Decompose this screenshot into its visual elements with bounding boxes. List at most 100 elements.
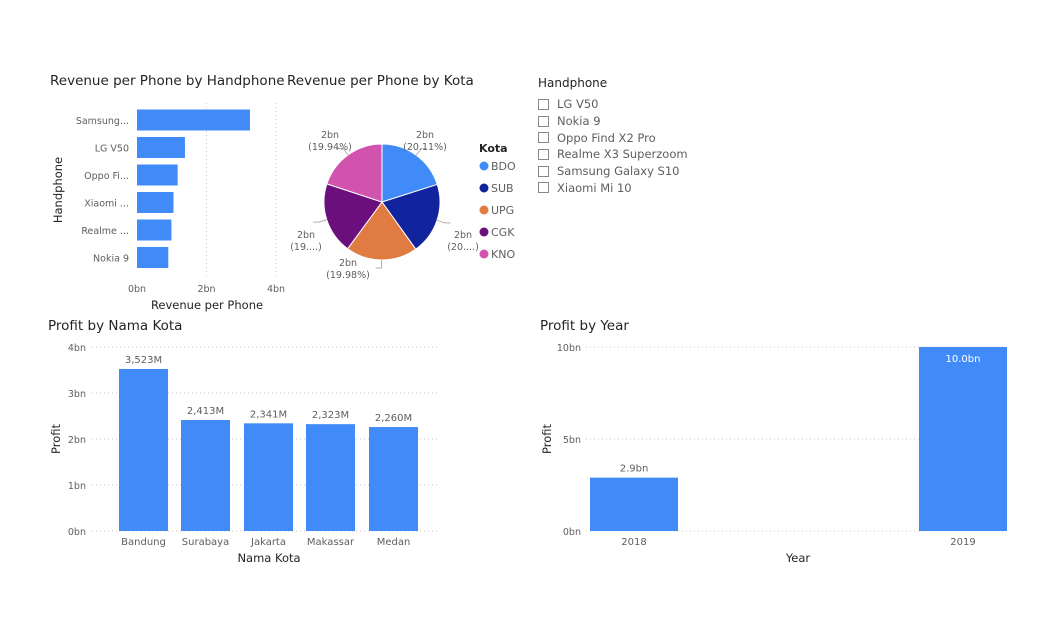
pie-data-label: 2bn: [454, 230, 472, 241]
bar: [137, 219, 172, 241]
slicer-item-label: LG V50: [557, 97, 599, 112]
checkbox[interactable]: [538, 182, 549, 194]
pie-data-label: (19.94%): [308, 142, 352, 153]
y-tick-label: 0bn: [563, 527, 581, 538]
y-tick-label: 2bn: [68, 435, 86, 446]
bar: [137, 164, 178, 186]
legend-marker: [479, 249, 489, 259]
y-axis-label: Handphone: [51, 157, 65, 223]
pie-slice: [346, 201, 417, 261]
checkbox[interactable]: [538, 165, 549, 177]
x-tick-label: Jakarta: [250, 537, 286, 548]
bar: [119, 368, 168, 531]
slicer-item[interactable]: Realme X3 Superzoom: [538, 146, 688, 163]
x-axis-label: Nama Kota: [237, 551, 300, 565]
y-tick-label: 1bn: [68, 481, 86, 492]
pie-data-label: (20.11%): [403, 142, 447, 153]
y-tick-label: LG V50: [95, 144, 129, 155]
slicer-title: Handphone: [538, 76, 608, 90]
legend-marker: [479, 161, 489, 171]
pie-data-label: (19.98%): [326, 270, 370, 281]
pie-data-label: 2bn: [321, 130, 339, 141]
legend-label: SUB: [491, 182, 514, 195]
slicer-item[interactable]: LG V50: [538, 96, 688, 113]
slicer-item[interactable]: Nokia 9: [538, 113, 688, 130]
pie-slice: [323, 183, 383, 250]
data-label: 10.0bn: [946, 354, 981, 365]
handphone-slicer: Handphone LG V50 Nokia 9 Oppo Find X2 Pro R…: [538, 76, 688, 196]
x-tick-label: 2019: [950, 537, 975, 548]
data-label: 2,260M: [375, 413, 412, 424]
bar: [244, 423, 293, 531]
slicer-item[interactable]: Xiaomi Mi 10: [538, 179, 688, 196]
legend-marker: [479, 205, 489, 215]
title-profit-year: Profit by Year: [540, 318, 629, 334]
y-tick-label: Nokia 9: [93, 254, 129, 265]
bar: [137, 137, 185, 158]
x-tick-label: Surabaya: [182, 537, 229, 548]
bar: [137, 192, 174, 213]
checkbox[interactable]: [538, 98, 549, 110]
checkbox[interactable]: [538, 115, 549, 127]
y-tick-label: 0bn: [68, 527, 86, 538]
y-tick-label: 5bn: [563, 435, 581, 446]
checkbox[interactable]: [538, 148, 549, 160]
legend-label: CGK: [491, 226, 515, 239]
y-tick-label: 4bn: [68, 343, 86, 354]
slicer-item-label: Nokia 9: [557, 114, 601, 129]
x-tick-label: 4bn: [267, 284, 285, 295]
x-axis-label: Year: [785, 551, 811, 565]
pie-slice: [381, 183, 441, 250]
data-label: 2.9bn: [620, 464, 649, 475]
y-tick-label: 3bn: [68, 389, 86, 400]
y-tick-label: Oppo Fi...: [84, 171, 129, 182]
x-tick-label: 0bn: [128, 284, 146, 295]
leader-line: [436, 219, 451, 224]
legend-marker: [479, 183, 489, 193]
data-label: 3,523M: [125, 355, 162, 366]
x-tick-label: 2bn: [197, 284, 215, 295]
x-axis-label: Revenue per Phone: [151, 298, 263, 312]
y-tick-label: 10bn: [557, 343, 581, 354]
slicer-item[interactable]: Samsung Galaxy S10: [538, 163, 688, 180]
leader-line: [337, 148, 349, 156]
slicer-item-label: Oppo Find X2 Pro: [557, 130, 656, 145]
y-axis-label: Profit: [49, 424, 63, 454]
pie-slice: [326, 143, 383, 203]
pie-data-label: (19....): [290, 242, 322, 253]
legend-label: KNO: [491, 248, 515, 261]
pie-data-label: 2bn: [297, 230, 315, 241]
bar: [137, 109, 250, 131]
x-tick-label: 2018: [621, 537, 646, 548]
slicer-item[interactable]: Oppo Find X2 Pro: [538, 129, 688, 146]
title-profit-kota: Profit by Nama Kota: [48, 318, 183, 334]
y-tick-label: Xiaomi ...: [84, 199, 129, 210]
bar: [181, 420, 230, 531]
legend-title: Kota: [479, 142, 508, 155]
data-label: 2,323M: [312, 410, 349, 421]
slicer-item-label: Realme X3 Superzoom: [557, 147, 688, 162]
slicer-list: LG V50 Nokia 9 Oppo Find X2 Pro Realme X3 S…: [538, 96, 688, 196]
slicer-item-label: Xiaomi Mi 10: [557, 180, 632, 195]
y-tick-label: Realme ...: [81, 226, 129, 237]
data-label: 2,341M: [250, 409, 287, 420]
x-tick-label: Medan: [377, 537, 411, 548]
x-tick-label: Bandung: [121, 537, 166, 548]
leader-line: [313, 219, 327, 223]
bar: [590, 477, 678, 531]
y-axis-label: Profit: [540, 424, 554, 454]
bar: [306, 424, 355, 531]
x-tick-label: Makassar: [307, 537, 355, 548]
title-revenue-handphone: Revenue per Phone by Handphone: [50, 73, 285, 89]
pie-data-label: 2bn: [339, 258, 357, 269]
checkbox[interactable]: [538, 132, 549, 144]
title-revenue-kota: Revenue per Phone by Kota: [287, 73, 474, 89]
legend-marker: [479, 227, 489, 237]
pie-data-label: (20....): [447, 242, 479, 253]
bar: [919, 347, 1007, 531]
legend-label: BDO: [491, 160, 516, 173]
leader-line: [415, 148, 427, 156]
bar: [369, 427, 418, 531]
y-tick-label: Samsung...: [76, 116, 129, 127]
